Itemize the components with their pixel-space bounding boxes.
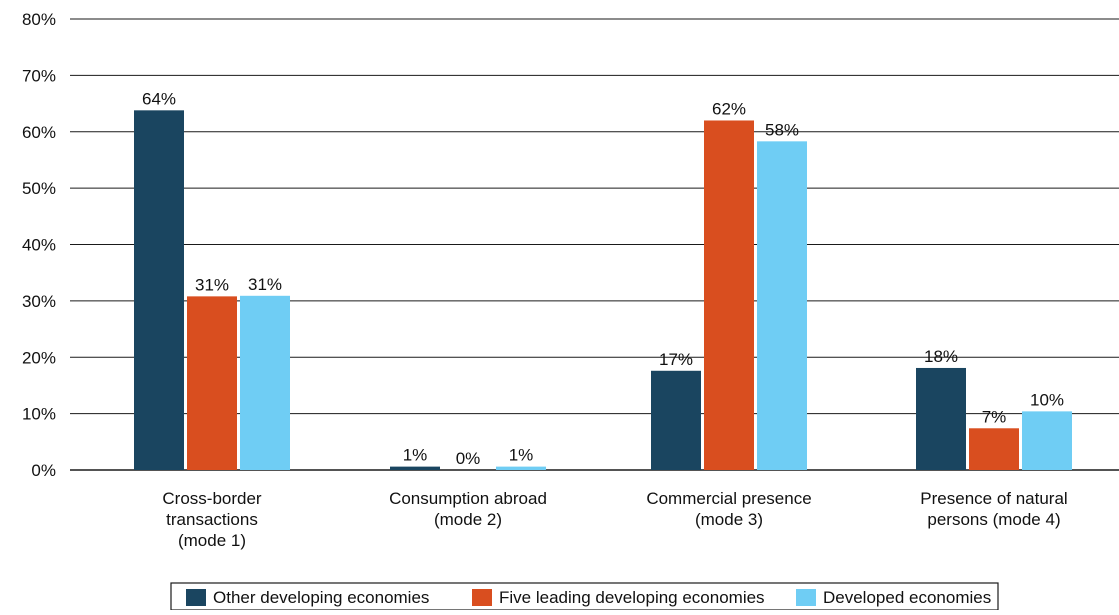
data-label: 1% — [403, 446, 428, 465]
data-label: 0% — [456, 449, 481, 468]
bar — [757, 141, 807, 471]
legend-swatch — [796, 589, 816, 606]
bars — [134, 110, 1072, 471]
x-category-label: Cross-border transactions (mode 1) — [162, 489, 262, 550]
y-tick-label: 20% — [22, 348, 56, 367]
x-category-label: Presence of natural persons (mode 4) — [920, 489, 1067, 529]
y-tick-label: 80% — [22, 10, 56, 29]
y-tick-label: 40% — [22, 236, 56, 255]
x-category-label-line: Commercial presence — [646, 489, 811, 508]
legend-swatch — [472, 589, 492, 606]
bar — [651, 370, 701, 470]
y-tick-label: 30% — [22, 292, 56, 311]
bar — [187, 296, 237, 470]
x-category-label-line: Cross-border — [162, 489, 262, 508]
x-category-label: Consumption abroad (mode 2) — [389, 489, 547, 529]
data-label: 31% — [195, 275, 229, 294]
data-label: 7% — [982, 407, 1007, 426]
x-category-label-line: Consumption abroad — [389, 489, 547, 508]
x-category-label-line: (mode 3) — [695, 510, 763, 529]
data-label: 62% — [712, 99, 746, 118]
x-category-label-line: (mode 1) — [178, 531, 246, 550]
bar — [496, 466, 546, 470]
x-category-label-line: (mode 2) — [434, 510, 502, 529]
y-tick-label: 10% — [22, 405, 56, 424]
data-label: 58% — [765, 120, 799, 139]
legend-label: Developed economies — [823, 588, 991, 607]
data-labels: 64% 1% 17% 18% 31% 0% 62% 7% 31% 1% 58% 10% — [142, 89, 1064, 468]
y-tick-label: 0% — [31, 461, 56, 480]
data-label: 17% — [659, 350, 693, 369]
bar — [969, 428, 1019, 470]
data-label: 10% — [1030, 390, 1064, 409]
y-axis-ticks: 0% 10% 20% 30% 40% 50% 60% 70% 80% — [22, 10, 56, 480]
data-label: 1% — [509, 446, 534, 465]
bar — [1022, 411, 1072, 470]
legend-box — [170, 582, 999, 611]
x-category-label-line: Presence of natural — [920, 489, 1067, 508]
x-category-label: Commercial presence (mode 3) — [646, 489, 811, 529]
x-category-label-line: transactions — [166, 510, 258, 529]
bar — [134, 110, 184, 470]
legend-swatch — [186, 589, 206, 606]
bar — [704, 120, 754, 470]
data-label: 18% — [924, 347, 958, 366]
legend-label: Five leading developing economies — [499, 588, 765, 607]
x-axis-categories: Cross-border transactions (mode 1) Consumpt… — [162, 489, 1067, 550]
y-tick-label: 50% — [22, 179, 56, 198]
y-tick-label: 60% — [22, 123, 56, 142]
legend-label: Other developing economies — [213, 588, 429, 607]
data-label: 64% — [142, 89, 176, 108]
bar — [240, 295, 290, 470]
bar — [390, 466, 440, 470]
legend: Other developing economies Five leading d… — [170, 582, 999, 611]
y-tick-label: 70% — [22, 66, 56, 85]
data-label: 31% — [248, 275, 282, 294]
x-category-label-line: persons (mode 4) — [927, 510, 1060, 529]
bar — [916, 367, 966, 470]
